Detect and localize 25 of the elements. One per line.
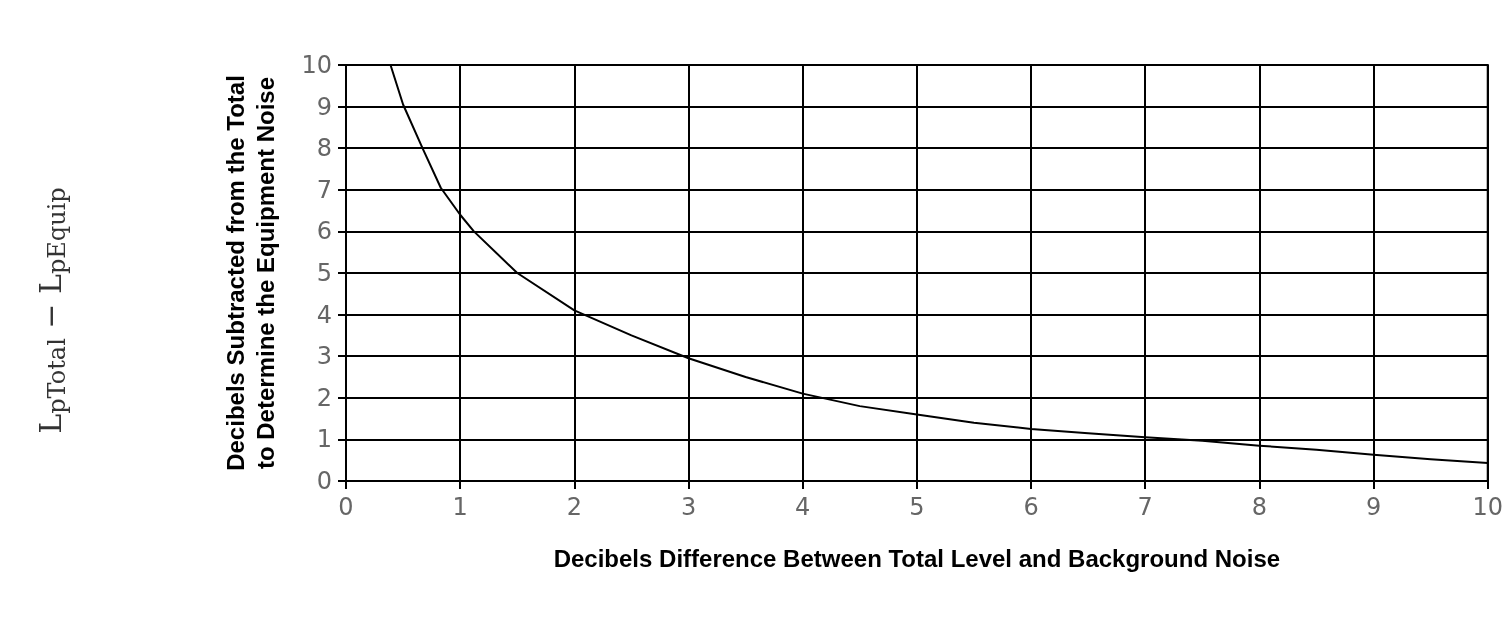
y-tick-label: 10 [301, 51, 332, 79]
y-tick-label: 1 [316, 425, 332, 454]
x-tick-label: 2 [566, 493, 582, 521]
x-tick-label: 8 [1251, 493, 1268, 521]
y-tick-label: 9 [316, 92, 332, 121]
x-tick-label: 1 [452, 493, 468, 521]
y-tick-label: 2 [316, 383, 332, 412]
x-tick-label: 9 [1365, 493, 1382, 521]
x-tick-label: 4 [795, 493, 811, 521]
y-tick-label: 7 [316, 175, 332, 204]
y-tick-label: 8 [316, 134, 332, 163]
y-tick-label: 5 [316, 259, 332, 287]
x-axis-title: Decibels Difference Between Total Level and Background Noise [553, 544, 1281, 572]
y-tick-label: 3 [316, 342, 332, 371]
y-axis-title: Decibels Subtracted from the Total to Determine the Equipment Noise [221, 75, 279, 471]
y-tick-label: 0 [316, 467, 332, 495]
x-tick-label: 7 [1137, 493, 1153, 521]
x-tick-label: 6 [1023, 493, 1039, 521]
text: LpTotal − LpEquip [32, 187, 71, 434]
x-tick-label: 10 [1472, 493, 1503, 521]
x-tick-label: 5 [909, 493, 925, 521]
x-tick-label: 3 [680, 493, 697, 521]
y-tick-label: 6 [316, 217, 332, 246]
x-tick-label: 0 [338, 493, 354, 521]
y-tick-label: 4 [316, 300, 332, 329]
